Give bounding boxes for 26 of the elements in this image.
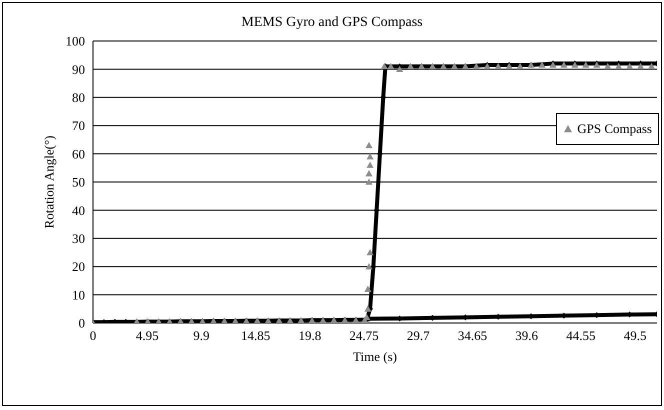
x-tick-label: 4.95 xyxy=(136,328,159,344)
y-tick-label: 100 xyxy=(66,34,85,49)
y-tick-label: 80 xyxy=(72,90,85,106)
y-tick-label: 90 xyxy=(72,62,85,77)
x-tick-label: 19.8 xyxy=(298,328,322,344)
y-tick-label: 20 xyxy=(72,259,85,274)
x-axis-title: Time (s) xyxy=(353,349,397,364)
x-tick-label: 44.55 xyxy=(566,328,596,344)
x-tick-label: 39.6 xyxy=(515,328,539,344)
x-tick-label: 0 xyxy=(90,328,96,344)
y-tick-label: 70 xyxy=(72,118,85,134)
y-tick-label: 0 xyxy=(78,316,85,331)
legend-label: GPS Compass xyxy=(577,120,652,138)
chart-title: MEMS Gyro and GPS Compass xyxy=(240,15,424,31)
y-tick-label: 40 xyxy=(72,202,85,218)
y-tick-label: 50 xyxy=(72,174,85,190)
y-tick-label: 10 xyxy=(72,287,85,302)
x-tick-label: 29.7 xyxy=(406,328,430,344)
x-tick-label: 34.65 xyxy=(458,328,488,344)
x-tick-label: 9.9 xyxy=(193,328,210,344)
x-tick-label: 49.5 xyxy=(624,328,646,344)
y-tick-label: 30 xyxy=(72,231,85,246)
y-axis-title: Rotation Angle(°) xyxy=(42,136,57,228)
x-tick-label: 14.85 xyxy=(241,328,270,344)
y-tick-label: 60 xyxy=(72,146,85,162)
x-tick-label: 24.75 xyxy=(349,328,379,344)
